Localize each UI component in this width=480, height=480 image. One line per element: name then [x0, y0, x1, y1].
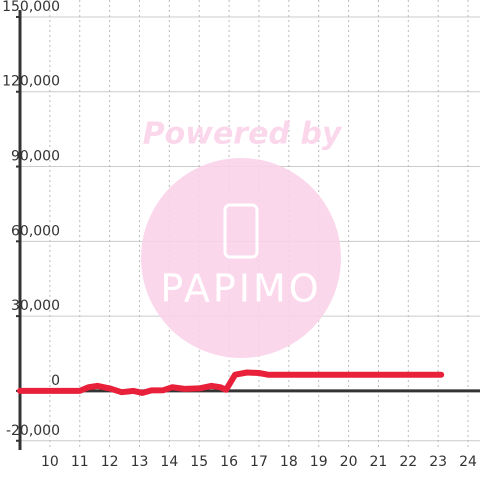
- y-tick-label: -20,000: [6, 423, 60, 439]
- x-tick-label: 22: [399, 454, 417, 470]
- x-tick-label: 20: [340, 454, 358, 470]
- line: [17, 369, 445, 396]
- y-tick-label: 120,000: [2, 74, 60, 90]
- y-tick-label: 0: [51, 373, 60, 389]
- watermark-title: Powered by: [143, 117, 343, 152]
- x-tick-label: 16: [220, 454, 238, 470]
- x-tick-label: 13: [131, 454, 149, 470]
- watermark: Powered by PAPIMO: [141, 117, 343, 358]
- x-tick-label: 12: [101, 454, 119, 470]
- x-tick-label: 15: [190, 454, 208, 470]
- y-tick-label: 150,000: [2, 0, 60, 15]
- x-tick-label: 24: [459, 454, 477, 470]
- x-tick-label: 18: [280, 454, 298, 470]
- plot: -20,000 0 30,000 60,000 90,000 120,000 150,000…: [2, 0, 480, 470]
- x-tick-label: 23: [429, 454, 447, 470]
- x-tick-label: 14: [160, 454, 178, 470]
- y-tick-label: 90,000: [11, 149, 60, 165]
- watermark-phone: [223, 203, 259, 259]
- x-tick-label: 11: [71, 454, 89, 470]
- x-tick-label: 19: [310, 454, 328, 470]
- x-tick-label: 10: [41, 454, 59, 470]
- y-tick-label: 60,000: [11, 223, 60, 239]
- x-tick-label: 17: [250, 454, 268, 470]
- watermark-logo: PAPIMO: [160, 267, 321, 311]
- x-tick-label: 21: [370, 454, 388, 470]
- y-tick-label: 30,000: [11, 298, 60, 314]
